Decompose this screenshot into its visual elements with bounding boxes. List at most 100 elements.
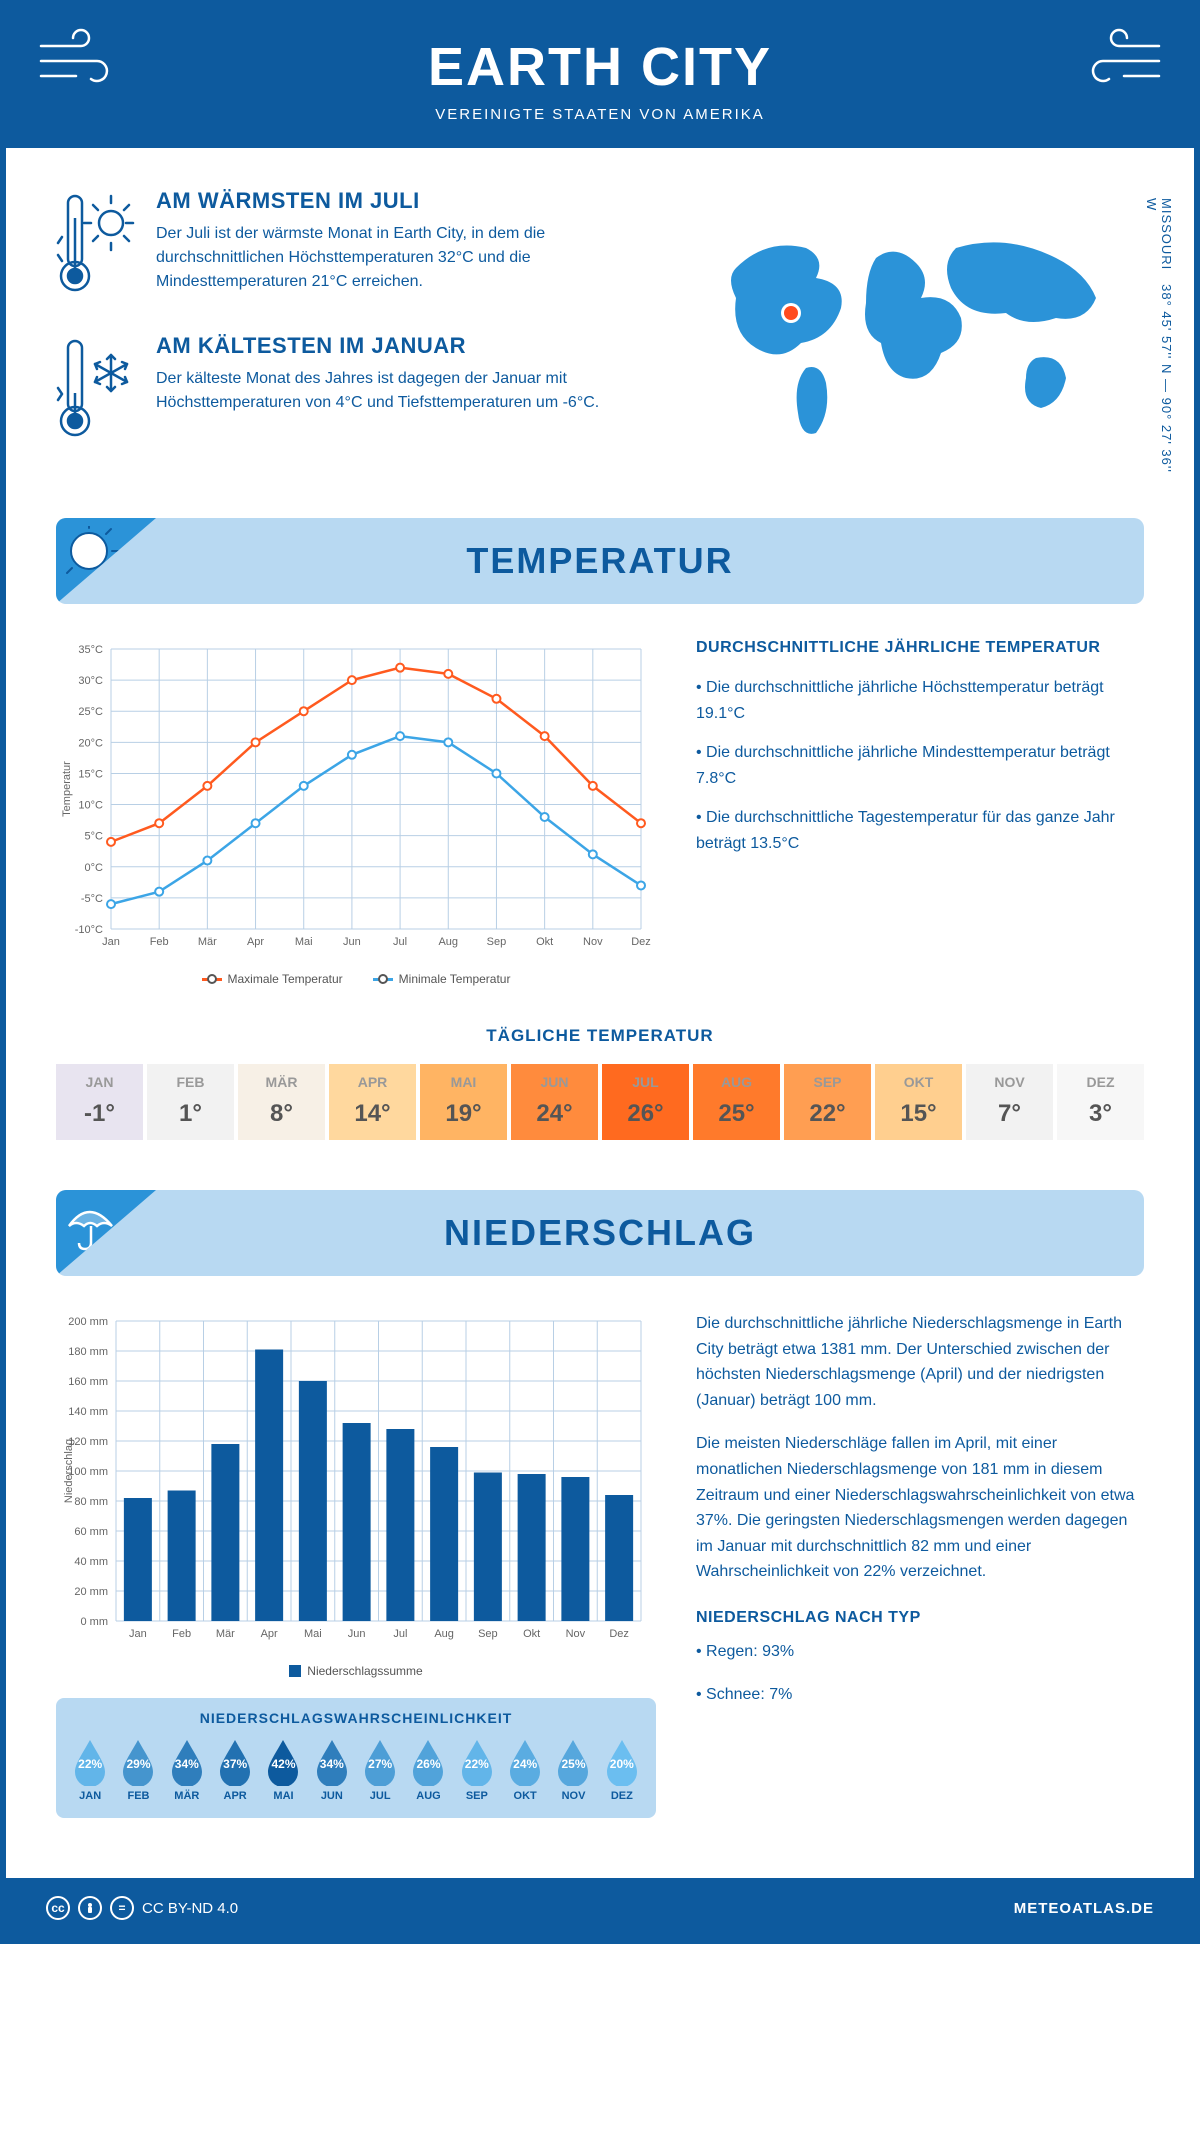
- precipitation-summary: Die durchschnittliche jährliche Niedersc…: [696, 1311, 1144, 1818]
- daily-temp-title: TÄGLICHE TEMPERATUR: [56, 1026, 1144, 1046]
- svg-text:Mai: Mai: [304, 1628, 322, 1640]
- raindrop-icon: 42%: [264, 1738, 302, 1786]
- prob-month: OKT: [503, 1790, 547, 1802]
- fact-title: AM WÄRMSTEN IM JULI: [156, 188, 628, 214]
- svg-text:0°C: 0°C: [85, 862, 104, 874]
- daily-month: AUG: [693, 1074, 780, 1090]
- raindrop-icon: 22%: [458, 1738, 496, 1786]
- daily-month: DEZ: [1057, 1074, 1144, 1090]
- prob-cell: 22% JAN: [68, 1738, 112, 1802]
- umbrella-icon: [56, 1190, 156, 1276]
- raindrop-icon: 37%: [216, 1738, 254, 1786]
- fact-warmest: AM WÄRMSTEN IM JULI Der Juli ist der wär…: [56, 188, 628, 303]
- svg-text:200 mm: 200 mm: [68, 1316, 108, 1328]
- license: cc = CC BY-ND 4.0: [46, 1896, 238, 1920]
- raindrop-icon: 34%: [313, 1738, 351, 1786]
- license-text: CC BY-ND 4.0: [142, 1900, 238, 1917]
- facts-column: AM WÄRMSTEN IM JULI Der Juli ist der wär…: [56, 188, 628, 478]
- daily-month: JUL: [602, 1074, 689, 1090]
- daily-cell: OKT 15°: [875, 1064, 962, 1140]
- daily-temp-grid: JAN -1° FEB 1° MÄR 8° APR 14° MAI 19° JU…: [56, 1064, 1144, 1140]
- raindrop-icon: 22%: [71, 1738, 109, 1786]
- intro-section: AM WÄRMSTEN IM JULI Der Juli ist der wär…: [56, 188, 1144, 478]
- daily-value: 25°: [693, 1100, 780, 1128]
- daily-month: APR: [329, 1074, 416, 1090]
- svg-text:40 mm: 40 mm: [74, 1556, 108, 1568]
- svg-text:35°C: 35°C: [78, 644, 103, 656]
- prob-value: 26%: [416, 1757, 440, 1771]
- section-title-temperature: TEMPERATUR: [56, 518, 1144, 604]
- daily-month: JAN: [56, 1074, 143, 1090]
- svg-text:30°C: 30°C: [78, 675, 103, 687]
- content: AM WÄRMSTEN IM JULI Der Juli ist der wär…: [6, 148, 1194, 1878]
- prob-value: 34%: [175, 1757, 199, 1771]
- daily-month: MAI: [420, 1074, 507, 1090]
- daily-month: OKT: [875, 1074, 962, 1090]
- precipitation-row: 0 mm20 mm40 mm60 mm80 mm100 mm120 mm140 …: [56, 1311, 1144, 1818]
- summary-line: • Die durchschnittliche jährliche Mindes…: [696, 740, 1144, 791]
- precip-legend: Niederschlagssumme: [56, 1664, 656, 1678]
- thermometer-sun-icon: [56, 188, 136, 303]
- fact-coldest: AM KÄLTESTEN IM JANUAR Der kälteste Mona…: [56, 333, 628, 448]
- svg-text:80 mm: 80 mm: [74, 1496, 108, 1508]
- prob-value: 22%: [78, 1757, 102, 1771]
- svg-text:Jan: Jan: [129, 1628, 147, 1640]
- precip-probability-box: NIEDERSCHLAGSWAHRSCHEINLICHKEIT 22% JAN …: [56, 1698, 656, 1818]
- page: EARTH CITY VEREINIGTE STAATEN VON AMERIK…: [0, 0, 1200, 1944]
- svg-text:Jan: Jan: [102, 936, 120, 948]
- svg-text:15°C: 15°C: [78, 768, 103, 780]
- summary-line: • Die durchschnittliche jährliche Höchst…: [696, 675, 1144, 726]
- daily-cell: MÄR 8°: [238, 1064, 325, 1140]
- prob-month: SEP: [455, 1790, 499, 1802]
- daily-month: NOV: [966, 1074, 1053, 1090]
- temperature-chart: -10°C-5°C0°C5°C10°C15°C20°C25°C30°C35°CJ…: [56, 639, 656, 986]
- prob-cell: 42% MAI: [261, 1738, 305, 1802]
- daily-cell: MAI 19°: [420, 1064, 507, 1140]
- svg-text:Jun: Jun: [343, 936, 361, 948]
- svg-text:Mär: Mär: [216, 1628, 235, 1640]
- summary-heading: DURCHSCHNITTLICHE JÄHRLICHE TEMPERATUR: [696, 639, 1144, 657]
- precip-type-heading: NIEDERSCHLAG NACH TYP: [696, 1605, 1144, 1631]
- prob-cell: 25% NOV: [551, 1738, 595, 1802]
- daily-cell: APR 14°: [329, 1064, 416, 1140]
- svg-text:Okt: Okt: [523, 1628, 540, 1640]
- raindrop-icon: 34%: [168, 1738, 206, 1786]
- daily-value: 8°: [238, 1100, 325, 1128]
- prob-cell: 27% JUL: [358, 1738, 402, 1802]
- svg-text:Temperatur: Temperatur: [61, 761, 73, 817]
- daily-cell: JUL 26°: [602, 1064, 689, 1140]
- prob-month: DEZ: [600, 1790, 644, 1802]
- svg-text:160 mm: 160 mm: [68, 1376, 108, 1388]
- prob-grid: 22% JAN 29% FEB 34% MÄR: [68, 1738, 644, 1802]
- svg-text:Jul: Jul: [393, 1628, 407, 1640]
- daily-cell: SEP 22°: [784, 1064, 871, 1140]
- prob-value: 29%: [126, 1757, 150, 1771]
- prob-month: JAN: [68, 1790, 112, 1802]
- prob-value: 34%: [320, 1757, 344, 1771]
- daily-value: 26°: [602, 1100, 689, 1128]
- wind-icon: [1064, 26, 1164, 101]
- svg-text:60 mm: 60 mm: [74, 1526, 108, 1538]
- daily-value: 7°: [966, 1100, 1053, 1128]
- map-column: MISSOURI 38° 45' 57'' N — 90° 27' 36'' W: [668, 188, 1144, 478]
- svg-text:Sep: Sep: [478, 1628, 498, 1640]
- precipitation-chart: 0 mm20 mm40 mm60 mm80 mm100 mm120 mm140 …: [56, 1311, 656, 1651]
- summary-line: • Die durchschnittliche Tagestemperatur …: [696, 805, 1144, 856]
- header: EARTH CITY VEREINIGTE STAATEN VON AMERIK…: [6, 6, 1194, 148]
- svg-text:-5°C: -5°C: [81, 893, 103, 905]
- prob-cell: 22% SEP: [455, 1738, 499, 1802]
- svg-text:Apr: Apr: [261, 1628, 278, 1640]
- svg-text:140 mm: 140 mm: [68, 1406, 108, 1418]
- precipitation-left: 0 mm20 mm40 mm60 mm80 mm100 mm120 mm140 …: [56, 1311, 656, 1818]
- prob-month: MAI: [261, 1790, 305, 1802]
- prob-value: 25%: [561, 1757, 585, 1771]
- prob-cell: 34% JUN: [310, 1738, 354, 1802]
- prob-value: 20%: [610, 1757, 634, 1771]
- daily-cell: FEB 1°: [147, 1064, 234, 1140]
- section-title-precipitation: NIEDERSCHLAG: [56, 1190, 1144, 1276]
- prob-cell: 24% OKT: [503, 1738, 547, 1802]
- prob-cell: 29% FEB: [116, 1738, 160, 1802]
- svg-text:Sep: Sep: [487, 936, 507, 948]
- prob-value: 37%: [223, 1757, 247, 1771]
- site-name: METEOATLAS.DE: [1014, 1900, 1154, 1917]
